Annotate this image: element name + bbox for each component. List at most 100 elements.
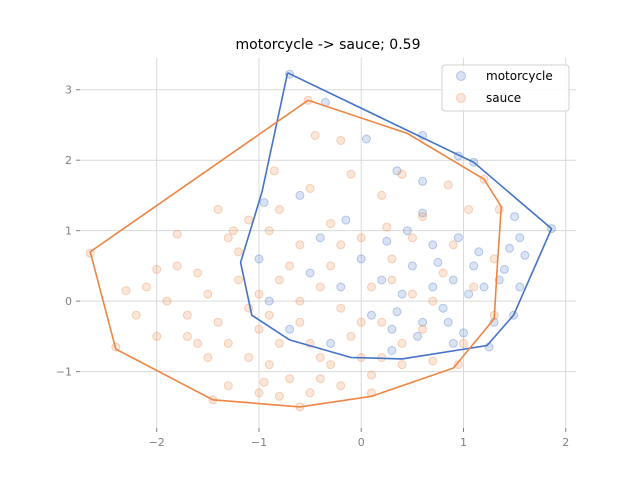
sauce-point: [346, 331, 356, 341]
chart-title: motorcycle -> sauce; 0.59: [236, 37, 421, 53]
sauce-point: [264, 310, 274, 320]
sauce-point: [336, 136, 346, 145]
motorcycle-point: [515, 233, 525, 243]
sauce-point: [336, 303, 346, 313]
sauce-hull-line: [89, 99, 503, 408]
motorcycle-hull-line: [239, 72, 553, 360]
sauce-point: [469, 282, 479, 292]
motorcycle-point: [418, 317, 428, 327]
sauce-point: [295, 317, 305, 327]
motorcycle-point: [433, 257, 443, 267]
sauce-point: [397, 338, 407, 348]
motorcycle-point: [361, 134, 371, 144]
x-tick-label: −1: [251, 436, 267, 449]
sauce-point: [377, 190, 387, 200]
sauce-point: [274, 275, 284, 285]
sauce-point: [315, 374, 325, 384]
sauce-point: [244, 353, 254, 362]
sauce-point: [131, 310, 141, 320]
sauce-point: [326, 219, 336, 229]
y-tick-label: −1: [56, 366, 72, 379]
grid-layer: [80, 58, 576, 428]
sauce-point: [453, 360, 463, 370]
x-tick-label: 0: [358, 436, 365, 449]
sauce-point: [315, 353, 325, 362]
sauce-point: [407, 233, 417, 243]
sauce-point: [310, 131, 320, 140]
motorcycle-point: [387, 324, 397, 334]
sauce-point: [274, 205, 284, 214]
sauce-point: [193, 268, 203, 278]
sauce-point: [223, 338, 233, 348]
motorcycle-point: [515, 282, 525, 292]
sauce-point: [346, 169, 356, 179]
motorcycle-point: [407, 261, 417, 271]
motorcycle-point: [453, 233, 463, 243]
legend-marker-motorcycle: [456, 71, 466, 81]
sauce-point: [172, 229, 182, 239]
motorcycle-point: [326, 338, 336, 348]
motorcycle-point: [295, 190, 305, 200]
sauce-point: [336, 240, 346, 250]
sauce-point: [305, 183, 315, 193]
motorcycle-point: [402, 226, 412, 236]
legend-box: [441, 64, 570, 112]
sauce-point: [464, 205, 474, 214]
motorcycle-point: [418, 208, 428, 218]
sauce-point: [428, 356, 438, 366]
x-tick-label: 2: [562, 436, 569, 449]
y-tick-label: 1: [65, 225, 72, 238]
sauce-point: [315, 282, 325, 292]
sauce-point: [326, 261, 336, 271]
motorcycle-point: [367, 310, 376, 320]
sauce-point: [285, 374, 295, 384]
motorcycle-point: [254, 254, 264, 264]
motorcycle-point: [305, 268, 315, 278]
sauce-point: [326, 360, 336, 370]
sauce-point: [438, 268, 448, 278]
motorcycle-point: [459, 328, 468, 338]
sauce-point: [448, 240, 458, 250]
sauce-point: [428, 296, 438, 306]
sauce-point: [182, 310, 192, 320]
sauce-point: [377, 317, 387, 327]
sauce-point: [152, 331, 162, 341]
motorcycle-point: [397, 289, 407, 299]
sauce-point: [234, 247, 243, 257]
sauce-point: [418, 212, 428, 222]
sauce-point: [254, 388, 264, 398]
sauce-point: [443, 180, 453, 190]
sauce-point: [295, 296, 305, 306]
sauce-point: [172, 261, 182, 271]
motorcycle-point: [356, 254, 366, 264]
motorcycle-point: [479, 282, 489, 292]
motorcycle-point: [382, 236, 392, 246]
motorcycle-point: [443, 317, 453, 327]
motorcycle-point: [499, 264, 509, 274]
sauce-point: [336, 381, 346, 391]
sauce-point: [397, 360, 407, 370]
sauce-point: [259, 377, 269, 387]
sauce-point: [203, 289, 213, 299]
sauce-point: [274, 338, 284, 348]
motorcycle-point: [505, 243, 514, 253]
sauce-point: [387, 275, 397, 285]
sauce-point: [223, 381, 233, 391]
x-tick-label: 1: [460, 436, 467, 449]
motorcycle-point: [469, 261, 479, 271]
sauce-point: [182, 331, 192, 341]
sauce-point: [213, 317, 223, 327]
sauce-point: [121, 286, 131, 296]
sauce-point: [234, 275, 243, 285]
sauce-point: [162, 296, 172, 306]
sauce-point: [274, 391, 284, 401]
legend-label-motorcycle: motorcycle: [486, 69, 553, 83]
sauce-point: [407, 289, 417, 299]
sauce-point: [285, 261, 295, 271]
motorcycle-point: [315, 233, 325, 243]
sauce-point: [397, 169, 407, 179]
motorcycle-point: [377, 275, 387, 285]
motorcycle-point: [387, 346, 397, 355]
sauce-point: [459, 338, 468, 348]
